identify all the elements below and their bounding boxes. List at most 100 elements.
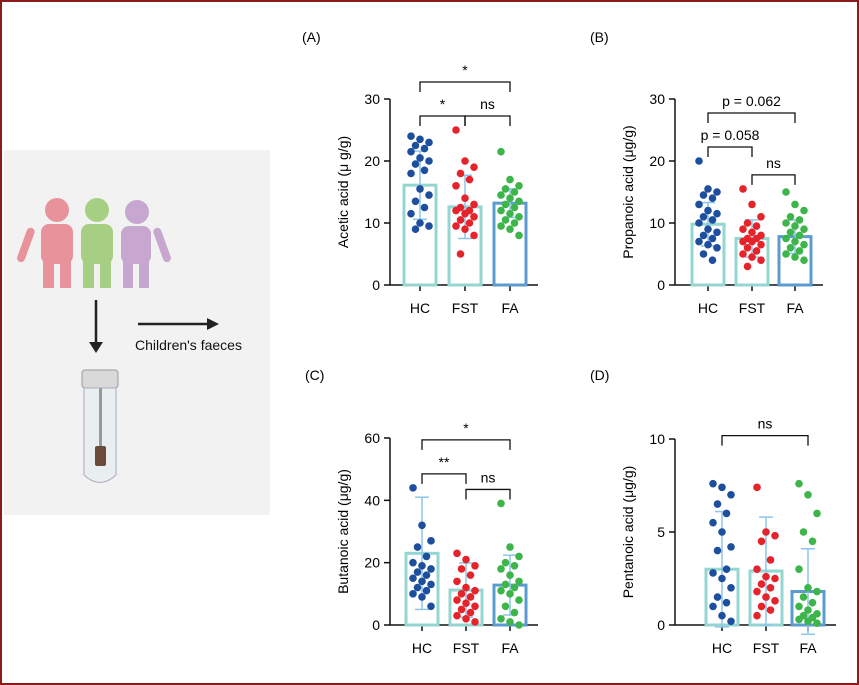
data-point [713, 188, 721, 196]
data-point [497, 614, 505, 623]
data-point [709, 602, 717, 611]
y-tick-label: 0 [657, 277, 665, 293]
illustration-label: Children's faeces [135, 337, 242, 353]
data-point [471, 586, 479, 595]
x-tick-label: HC [412, 640, 432, 656]
data-point [453, 549, 461, 558]
x-tick-label: FA [501, 640, 519, 656]
significance-bracket [721, 434, 809, 446]
data-point [771, 574, 779, 583]
data-point [416, 154, 424, 162]
data-point [766, 606, 775, 614]
data-point [515, 213, 523, 221]
data-point [753, 611, 761, 620]
data-point [515, 552, 523, 561]
data-point [800, 225, 808, 233]
data-point [457, 565, 466, 573]
data-point [753, 587, 761, 596]
data-point [456, 216, 465, 224]
data-point [713, 209, 721, 218]
data-point [497, 565, 505, 573]
data-point [497, 191, 505, 199]
significance-bracket [465, 488, 511, 500]
data-point [457, 605, 466, 614]
data-point [452, 222, 460, 230]
y-tick-label: 30 [364, 91, 380, 107]
data-point [713, 244, 721, 252]
data-point [457, 590, 466, 598]
data-point [709, 518, 717, 527]
data-point [743, 244, 752, 252]
data-point [708, 216, 717, 224]
data-point [799, 528, 808, 536]
data-point [462, 599, 470, 607]
data-point [515, 577, 523, 586]
significance-bracket [419, 115, 466, 126]
data-point [427, 537, 435, 545]
data-point [422, 552, 431, 561]
data-point [420, 203, 429, 212]
data-point [501, 580, 510, 589]
y-tick-label: 20 [364, 153, 380, 169]
data-point [713, 593, 722, 601]
x-tick-label: FST [452, 300, 479, 316]
data-point [418, 577, 426, 586]
data-point [427, 580, 435, 589]
data-point [795, 247, 804, 255]
data-point [795, 615, 803, 624]
data-point [699, 231, 708, 240]
arrow-down [89, 300, 103, 353]
data-point [453, 596, 461, 604]
data-point [420, 166, 429, 175]
data-point [409, 574, 417, 583]
data-point [456, 250, 465, 258]
data-point [757, 537, 766, 546]
data-point [709, 569, 717, 577]
data-point [800, 256, 808, 265]
data-point [804, 584, 812, 592]
data-point [411, 225, 420, 233]
data-point [757, 213, 765, 221]
data-point [808, 598, 817, 607]
y-axis-label: Pentanoic acid (μg/g) [620, 466, 636, 599]
y-tick-label: 0 [372, 617, 380, 633]
data-point [791, 237, 799, 246]
data-point [813, 619, 821, 627]
x-tick-label: HC [712, 640, 732, 656]
data-point [510, 219, 519, 227]
data-point [739, 250, 747, 258]
data-point [713, 546, 722, 555]
significance-bracket [419, 81, 511, 92]
data-point [739, 185, 747, 193]
data-point [713, 500, 722, 508]
data-point [771, 597, 779, 605]
data-point [422, 571, 431, 579]
data-point [722, 565, 731, 573]
data-point [411, 197, 420, 206]
y-tick-label: 0 [372, 277, 380, 293]
data-point [799, 593, 808, 601]
data-point [727, 617, 735, 626]
significance-label: ns [766, 155, 781, 171]
y-tick-label: 20 [364, 555, 380, 571]
significance-bracket [421, 439, 511, 450]
data-point [727, 491, 735, 499]
data-point [704, 240, 712, 249]
data-point [722, 509, 731, 518]
data-point [782, 188, 790, 196]
data-point [804, 491, 812, 499]
data-point [425, 138, 433, 147]
data-point [713, 228, 721, 237]
data-point [743, 219, 752, 227]
data-point [465, 175, 474, 184]
data-point [782, 219, 790, 227]
y-tick-label: 40 [364, 492, 380, 508]
data-point [709, 479, 717, 488]
data-point [461, 194, 469, 202]
data-point [786, 228, 795, 237]
data-point [420, 144, 429, 153]
data-point [501, 185, 510, 193]
data-point [416, 135, 424, 144]
data-point [501, 200, 510, 209]
